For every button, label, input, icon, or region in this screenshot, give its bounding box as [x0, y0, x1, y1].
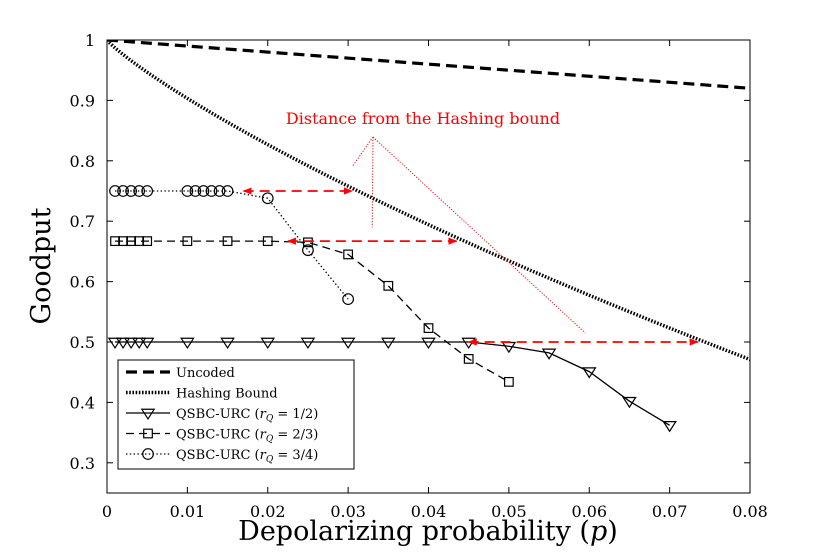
data-point-s2-3 [131, 337, 147, 349]
x-tick-label-5: 0.05 [491, 502, 527, 521]
data-point-s2-11 [421, 337, 436, 349]
y-tick-label-2: 0.5 [70, 333, 95, 352]
x-tick-label-2: 0.02 [250, 502, 286, 521]
x-tick-label-7: 0.07 [652, 502, 688, 521]
data-point-s2-1 [115, 337, 131, 349]
data-point-s2-7 [260, 337, 276, 349]
legend-label-2: QSBC-URC (rQ = 1/2) [176, 407, 318, 424]
data-point-s4-1 [117, 185, 129, 197]
y-tick-label-1: 0.4 [70, 393, 95, 412]
y-tick-label-6: 0.9 [70, 91, 95, 110]
series-line-0 [107, 40, 750, 90]
y-tick-label-0: 0.3 [70, 454, 95, 473]
data-point-s4-12 [302, 244, 314, 257]
annotation-pointer-2 [372, 136, 586, 334]
data-point-s4-9 [213, 185, 226, 197]
data-point-s4-3 [133, 185, 146, 197]
data-point-s2-15 [581, 367, 597, 379]
data-point-s2-17 [662, 421, 677, 433]
y-axis-label: Goodput [26, 207, 57, 324]
x-tick-label-1: 0.01 [170, 502, 206, 521]
data-point-s4-13 [342, 293, 355, 306]
legend-marker-3 [143, 428, 153, 439]
data-point-s3-9 [343, 249, 354, 260]
annotation-text: Distance from the Hashing bound [286, 109, 560, 128]
legend: Uncoded Hashing Bound QSBC-URC (rQ = 1/2) Q… [117, 359, 355, 470]
annotation-pointer-0 [351, 136, 374, 168]
data-point-s2-10 [381, 337, 396, 349]
y-tick-label-5: 0.8 [70, 152, 95, 171]
series-line-1 [107, 40, 750, 362]
legend-label-1: Hashing Bound [176, 387, 278, 402]
x-tick-label-4: 0.04 [411, 502, 447, 521]
y-tick-label-3: 0.6 [70, 273, 95, 292]
legend-label-4: QSBC-URC (rQ = 3/4) [176, 448, 318, 465]
data-point-s4-2 [125, 185, 138, 197]
legend-box [117, 359, 355, 470]
data-point-s3-10 [383, 280, 394, 291]
data-point-s3-11 [423, 323, 434, 334]
x-tick-label-8: 0.08 [732, 502, 768, 521]
data-point-s2-2 [123, 337, 139, 349]
data-point-s2-8 [300, 337, 316, 349]
data-point-s4-7 [197, 185, 210, 197]
data-point-s2-0 [107, 337, 123, 349]
x-axis-label: Depolarizing probability (p) [238, 516, 618, 547]
data-point-s4-8 [205, 185, 218, 197]
data-point-s2-5 [180, 337, 195, 349]
data-point-s2-16 [622, 396, 637, 409]
data-point-s2-9 [340, 337, 356, 349]
x-tick-label-0: 0 [102, 502, 112, 521]
data-point-s3-5 [182, 236, 193, 247]
x-tick-label-3: 0.03 [330, 502, 366, 521]
data-point-s2-4 [139, 337, 155, 349]
data-point-s2-14 [541, 348, 557, 360]
x-tick-label-6: 0.06 [571, 502, 607, 521]
legend-marker-2 [140, 408, 156, 420]
data-point-s4-5 [181, 185, 194, 197]
legend-label-3: QSBC-URC (rQ = 2/3) [176, 428, 318, 445]
y-tick-label-7: 1 [85, 31, 95, 50]
annotation-pointer-1 [371, 136, 374, 228]
data-point-s4-10 [221, 185, 234, 197]
series-line-4 [115, 190, 349, 300]
series-line-3 [115, 240, 510, 383]
legend-label-0: Uncoded [176, 366, 235, 381]
series-line-2 [115, 341, 670, 426]
data-point-s4-0 [109, 185, 121, 197]
data-point-s2-6 [220, 337, 235, 349]
data-point-s3-6 [222, 236, 233, 247]
data-point-s3-7 [262, 236, 273, 247]
data-point-s3-4 [142, 236, 153, 247]
y-tick-label-4: 0.7 [70, 212, 95, 231]
data-point-s4-6 [189, 185, 202, 197]
legend-marker-4 [142, 448, 154, 460]
data-point-s3-12 [463, 354, 474, 364]
data-point-s4-4 [141, 185, 154, 197]
data-point-s3-13 [503, 376, 514, 387]
